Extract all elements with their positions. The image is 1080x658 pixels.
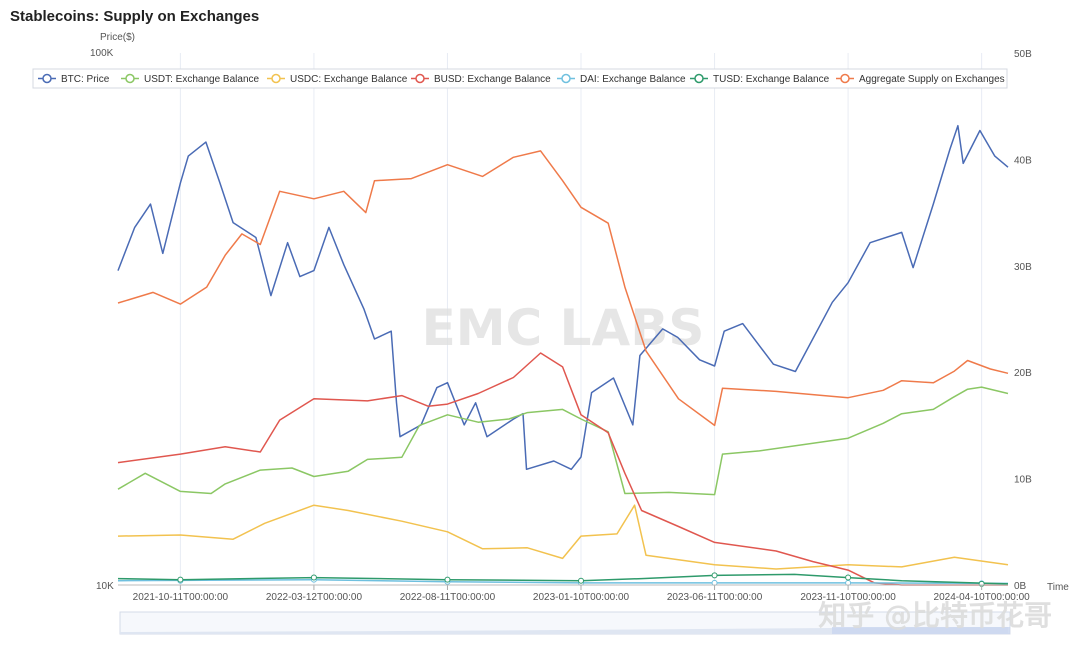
legend-item-usdc[interactable]: USDC: Exchange Balance (267, 73, 408, 85)
series-line-busd (117, 352, 1008, 586)
series-marker-tusd (845, 574, 852, 581)
right-tick-label: 40B (1014, 155, 1032, 166)
series-marker-tusd (310, 574, 317, 581)
series-marker-tusd (578, 577, 585, 584)
legend-swatch-marker (42, 73, 52, 84)
legend-label: Aggregate Supply on Exchanges (859, 74, 1005, 85)
legend-box (32, 68, 1008, 89)
left-tick-label: 100K (90, 48, 114, 59)
watermark-group: EMC LABS (422, 299, 705, 357)
x-axis-label: Time (1047, 582, 1069, 593)
left-tick-label: 10K (96, 581, 114, 592)
legend-label: USDC: Exchange Balance (290, 74, 408, 85)
series-line-usdc (117, 504, 1009, 570)
series-line-btc (117, 124, 1009, 471)
x-tick-label: 2022-08-11T00:00:00 (400, 592, 496, 603)
x-tick-label: 2023-11-10T00:00:00 (800, 592, 896, 603)
legend: BTC: Price USDT: Exchange Balance USDC: Ex… (32, 68, 1008, 89)
legend-item-busd[interactable]: BUSD: Exchange Balance (411, 73, 551, 85)
legend-item-aggregate-supply-on-exchanges[interactable]: Aggregate Supply on Exchanges (836, 73, 1005, 85)
right-tick-label: 20B (1014, 368, 1032, 379)
series-marker-tusd (711, 572, 718, 579)
legend-item-dai[interactable]: DAI: Exchange Balance (557, 73, 686, 85)
legend-swatch-marker (415, 73, 425, 84)
x-tick-label: 2023-06-11T00:00:00 (667, 592, 763, 603)
legend-swatch-marker (271, 73, 281, 84)
data-zoom-slider[interactable] (119, 611, 1011, 635)
legend-swatch-marker (561, 73, 571, 84)
chart-title: Stablecoins: Supply on Exchanges (10, 8, 260, 25)
axes-group: 2021-10-11T00:00:00 2022-03-12T00:00:00 20… (90, 32, 1069, 603)
right-tick-label: 30B (1014, 262, 1032, 273)
x-tick-label: 2023-01-10T00:00:00 (533, 592, 630, 603)
watermark-zhihu: 知乎 @比特币花哥 (818, 599, 1052, 632)
right-tick-label: 10B (1014, 475, 1032, 486)
legend-label: DAI: Exchange Balance (580, 74, 686, 85)
legend-label: TUSD: Exchange Balance (713, 74, 830, 85)
series-marker-tusd (444, 576, 451, 583)
zoom-slider-preview (120, 627, 1008, 634)
series-marker-tusd (177, 576, 184, 583)
legend-item-tusd[interactable]: TUSD: Exchange Balance (690, 73, 830, 85)
series-line-aggregate-supply-on-exchanges (117, 150, 1009, 427)
series-line-usdt (117, 386, 1009, 496)
legend-label: BTC: Price (61, 74, 110, 85)
series-group (117, 124, 1009, 587)
left-axis-label: Price($) (100, 32, 135, 43)
legend-label: USDT: Exchange Balance (144, 74, 260, 85)
grid-lines (179, 53, 983, 585)
legend-item-usdt[interactable]: USDT: Exchange Balance (121, 73, 260, 85)
x-tick-label: 2021-10-11T00:00:00 (133, 592, 229, 603)
watermark-emc-labs: EMC LABS (422, 299, 705, 357)
zoom-slider-highlight (832, 627, 1010, 634)
right-tick-label: 0B (1014, 581, 1027, 592)
x-tick-label: 2024-04-10T00:00:00 (934, 592, 1031, 603)
legend-swatch-marker (840, 73, 850, 84)
legend-item-btc[interactable]: BTC: Price (38, 73, 110, 85)
right-tick-label: 50B (1014, 49, 1032, 60)
legend-swatch-marker (125, 73, 135, 84)
series-line-tusd (117, 573, 1009, 585)
legend-swatch-marker (694, 73, 704, 84)
legend-label: BUSD: Exchange Balance (434, 74, 551, 85)
x-tick-label: 2022-03-12T00:00:00 (266, 592, 363, 603)
